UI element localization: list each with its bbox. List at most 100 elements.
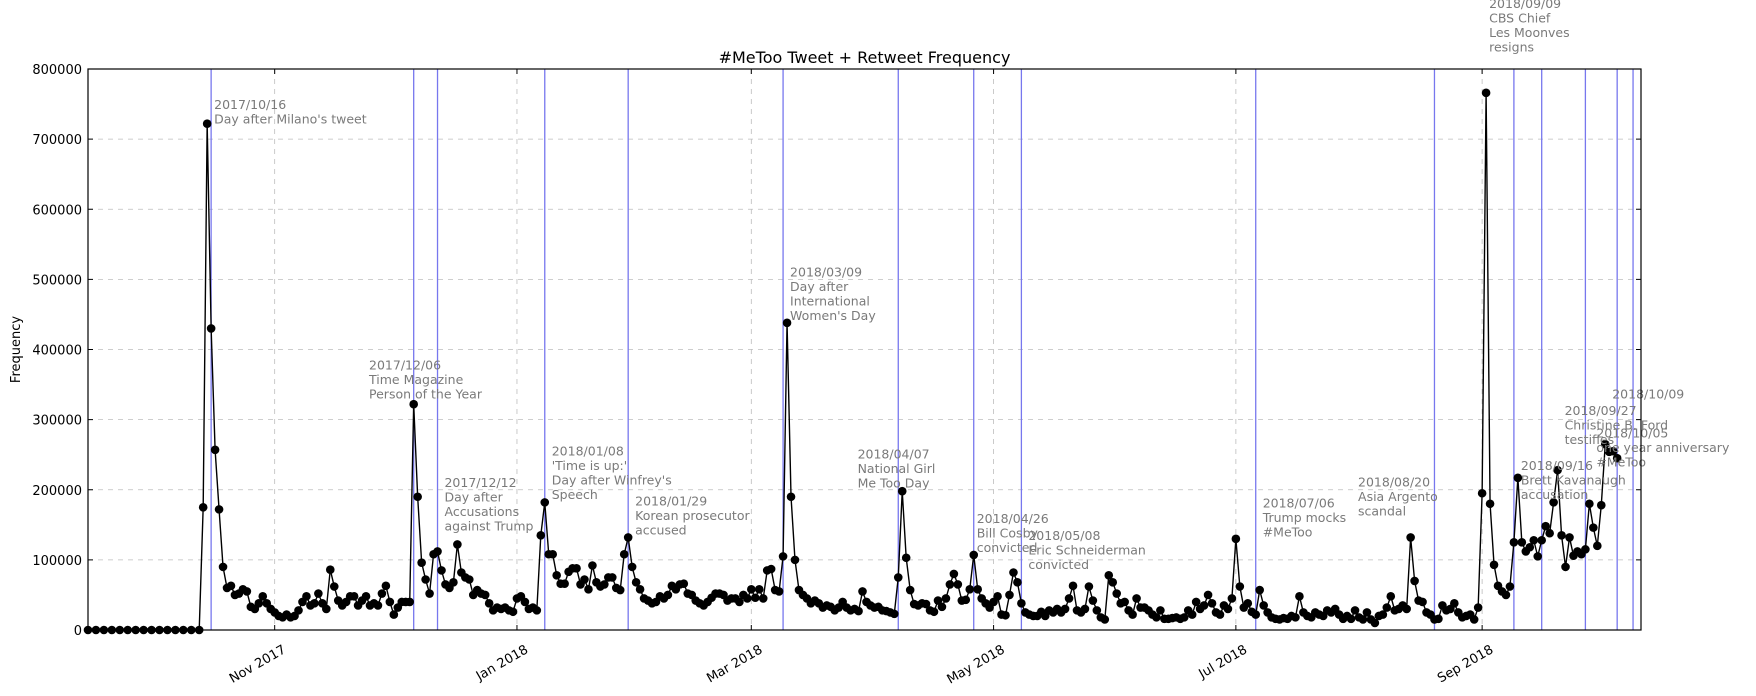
data-point — [969, 550, 979, 560]
data-point — [409, 399, 418, 409]
annotation-line: 2018/10/09 — [1612, 387, 1684, 402]
data-point — [373, 601, 383, 610]
annotation-line: Eric Schneiderman — [1028, 543, 1145, 558]
data-point — [607, 573, 617, 582]
data-point — [1541, 521, 1550, 531]
annotation-line: testifies — [1565, 432, 1615, 447]
data-point — [854, 606, 863, 616]
data-point — [1092, 606, 1102, 615]
y-tick-label: 200000 — [32, 484, 82, 499]
data-point — [1120, 597, 1129, 607]
data-point — [933, 596, 943, 605]
data-point — [552, 571, 561, 580]
data-point — [480, 590, 490, 600]
data-point — [1227, 594, 1237, 603]
data-point — [921, 599, 931, 609]
data-point — [858, 587, 867, 596]
annotation-line: scandal — [1358, 504, 1406, 519]
data-point — [774, 587, 784, 596]
data-point — [1549, 498, 1558, 507]
data-point — [1406, 533, 1415, 542]
data-point — [1064, 594, 1074, 603]
data-point — [302, 592, 311, 601]
data-point — [1179, 613, 1189, 622]
data-point — [1132, 594, 1141, 603]
data-point — [1600, 439, 1610, 449]
data-point — [1191, 597, 1201, 607]
data-point — [377, 589, 387, 598]
data-point — [1557, 531, 1566, 540]
data-point — [1088, 596, 1098, 605]
annotation-line: one year anniversary — [1596, 440, 1730, 455]
annotation-line: 2018/01/08 — [552, 443, 624, 458]
annotation: 2018/10/09 — [1612, 387, 1684, 402]
annotation-line: Asia Argento — [1358, 489, 1438, 504]
data-point — [965, 585, 975, 594]
annotation-line: 2017/12/12 — [444, 475, 516, 490]
data-point — [1112, 589, 1122, 598]
data-point — [1251, 610, 1261, 619]
y-tick-label: 400000 — [32, 344, 82, 359]
data-point — [600, 580, 609, 589]
chart-title: #MeToo Tweet + Retweet Frequency — [719, 48, 1011, 67]
data-point — [206, 324, 216, 333]
data-point — [1152, 613, 1161, 622]
annotation-line: 'Time is up:' — [552, 458, 627, 473]
plot-frame — [87, 68, 1642, 631]
data-point — [421, 575, 430, 584]
annotation-line: 2018/04/26 — [977, 511, 1049, 526]
data-point — [202, 119, 212, 128]
data-point — [1291, 613, 1300, 622]
data-point — [790, 555, 800, 565]
data-point — [1295, 592, 1304, 601]
annotation-line: Day after — [444, 489, 503, 504]
data-point — [540, 498, 550, 507]
data-point — [465, 575, 474, 584]
data-point — [743, 594, 752, 603]
data-point — [258, 592, 268, 601]
annotation-line: 2018/09/09 — [1489, 0, 1561, 11]
data-point — [1128, 610, 1137, 619]
data-point — [961, 595, 971, 605]
data-point — [1005, 590, 1014, 600]
data-point — [1585, 499, 1594, 509]
data-point — [941, 594, 951, 603]
data-point — [536, 531, 546, 540]
data-point — [929, 607, 939, 617]
data-point — [214, 505, 224, 514]
data-point — [449, 578, 458, 587]
data-point — [1203, 590, 1213, 600]
data-point — [1386, 592, 1396, 601]
data-point — [329, 582, 339, 591]
data-point — [322, 604, 331, 614]
annotation-line: against Trump — [444, 518, 533, 533]
annotation-line: Me Too Day — [858, 476, 931, 491]
data-point — [893, 573, 903, 582]
data-point — [747, 585, 756, 594]
data-point — [572, 563, 581, 573]
data-point — [349, 592, 359, 601]
data-point — [782, 318, 792, 328]
y-axis-label: Frequency — [9, 316, 24, 383]
data-point — [1060, 604, 1070, 614]
data-point — [1199, 601, 1209, 610]
data-point — [1505, 582, 1515, 591]
annotation-line: 2018/04/07 — [858, 447, 930, 462]
data-point — [1533, 552, 1543, 561]
data-point — [1581, 545, 1590, 554]
y-tick-label: 0 — [74, 624, 82, 639]
data-point — [437, 566, 446, 575]
annotation-line: 2018/08/20 — [1358, 475, 1430, 490]
data-point — [560, 579, 569, 589]
data-point — [1545, 528, 1554, 538]
data-point — [750, 593, 760, 603]
data-point — [381, 581, 391, 591]
